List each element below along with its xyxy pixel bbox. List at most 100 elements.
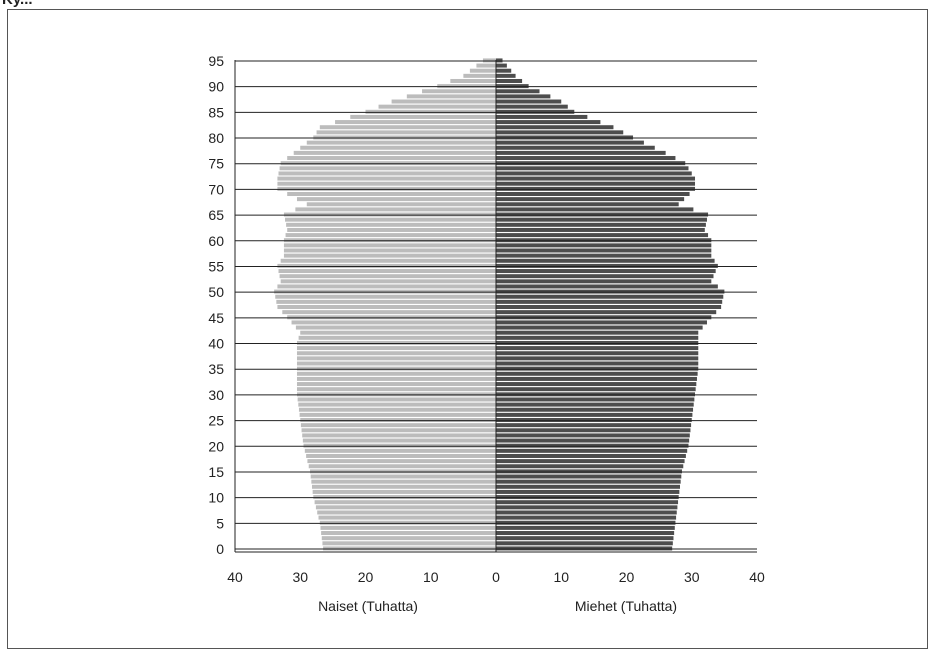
naiset-bar-age-65 bbox=[283, 212, 496, 217]
miehet-bar-age-27 bbox=[496, 407, 694, 412]
naiset-bar-age-77 bbox=[293, 150, 496, 155]
miehet-bar-age-52 bbox=[496, 279, 712, 284]
y-tick-75: 75 bbox=[208, 156, 224, 172]
miehet-bar-age-35 bbox=[496, 366, 699, 371]
naiset-bar-age-92 bbox=[463, 73, 496, 78]
miehet-bar-age-87 bbox=[496, 99, 562, 104]
naiset-bar-age-66 bbox=[295, 207, 496, 212]
naiset-bar-age-39 bbox=[296, 346, 496, 351]
naiset-bar-age-47 bbox=[277, 305, 496, 310]
miehet-bar-age-22 bbox=[496, 433, 690, 438]
naiset-bar-age-94 bbox=[476, 63, 496, 68]
naiset-bar-age-45 bbox=[287, 315, 496, 320]
miehet-bar-age-81 bbox=[496, 130, 624, 135]
naiset-bar-age-22 bbox=[302, 433, 496, 438]
x-tick-left-40: 40 bbox=[227, 569, 243, 585]
miehet-bar-age-77 bbox=[496, 150, 666, 155]
naiset-bar-age-10 bbox=[313, 495, 496, 500]
naiset-bar-age-30 bbox=[296, 392, 496, 397]
y-tick-85: 85 bbox=[208, 104, 224, 120]
naiset-bar-age-32 bbox=[296, 382, 496, 387]
miehet-bar-age-88 bbox=[496, 94, 551, 99]
miehet-bar-age-6 bbox=[496, 515, 677, 520]
miehet-bar-age-86 bbox=[496, 104, 568, 109]
naiset-bar-age-7 bbox=[317, 510, 496, 515]
miehet-bar-age-8 bbox=[496, 505, 678, 510]
naiset-bar-age-43 bbox=[295, 325, 496, 330]
naiset-bar-age-60 bbox=[283, 238, 496, 243]
naiset-bar-age-6 bbox=[318, 515, 496, 520]
x-tick-right-10: 10 bbox=[553, 569, 569, 585]
x-tick-left-20: 20 bbox=[358, 569, 374, 585]
naiset-bar-age-54 bbox=[278, 269, 496, 274]
naiset-bar-age-11 bbox=[312, 489, 496, 494]
naiset-bar-age-26 bbox=[299, 412, 496, 417]
naiset-bar-age-89 bbox=[422, 89, 496, 94]
miehet-bar-age-92 bbox=[496, 73, 516, 78]
miehet-bar-age-24 bbox=[496, 423, 692, 428]
miehet-bar-age-2 bbox=[496, 536, 674, 541]
miehet-bar-age-28 bbox=[496, 402, 694, 407]
naiset-bar-age-18 bbox=[306, 453, 496, 458]
naiset-bar-age-91 bbox=[450, 78, 496, 83]
miehet-bar-age-57 bbox=[496, 253, 712, 258]
x-tick-right-20: 20 bbox=[619, 569, 635, 585]
miehet-bar-age-68 bbox=[496, 197, 685, 202]
naiset-bar-age-35 bbox=[296, 366, 496, 371]
miehet-bar-age-50 bbox=[496, 289, 725, 294]
x-tick-left-10: 10 bbox=[423, 569, 439, 585]
naiset-bar-age-78 bbox=[300, 145, 496, 150]
miehet-bar-age-40 bbox=[496, 340, 699, 345]
naiset-bar-age-42 bbox=[300, 330, 496, 335]
miehet-bar-age-44 bbox=[496, 320, 707, 325]
miehet-bar-age-10 bbox=[496, 495, 679, 500]
miehet-bar-age-41 bbox=[496, 335, 699, 340]
naiset-bar-age-34 bbox=[296, 371, 496, 376]
miehet-bar-age-63 bbox=[496, 222, 706, 227]
naiset-bar-age-36 bbox=[296, 361, 496, 366]
naiset-bar-age-19 bbox=[304, 448, 496, 453]
miehet-bar-age-48 bbox=[496, 299, 723, 304]
miehet-bar-age-1 bbox=[496, 541, 673, 546]
naiset-bar-age-84 bbox=[350, 114, 496, 119]
naiset-bar-age-31 bbox=[296, 387, 496, 392]
naiset-bars bbox=[274, 58, 496, 551]
miehet-bar-age-13 bbox=[496, 479, 681, 484]
naiset-bar-age-20 bbox=[303, 443, 496, 448]
miehet-bar-age-72 bbox=[496, 176, 696, 181]
miehet-bar-age-66 bbox=[496, 207, 694, 212]
miehet-bar-age-76 bbox=[496, 156, 676, 161]
y-tick-25: 25 bbox=[208, 413, 224, 429]
naiset-bar-age-95 bbox=[482, 58, 496, 63]
y-tick-40: 40 bbox=[208, 336, 224, 352]
naiset-bar-age-53 bbox=[279, 274, 496, 279]
miehet-bar-age-3 bbox=[496, 531, 675, 536]
y-tick-20: 20 bbox=[208, 438, 224, 454]
miehet-bar-age-18 bbox=[496, 453, 686, 458]
naiset-bar-age-52 bbox=[280, 279, 496, 284]
naiset-bar-age-75 bbox=[280, 161, 496, 166]
miehet-bar-age-43 bbox=[496, 325, 703, 330]
miehet-bar-age-93 bbox=[496, 68, 512, 73]
miehet-bar-age-73 bbox=[496, 171, 692, 176]
naiset-bar-age-80 bbox=[313, 135, 496, 140]
naiset-bar-age-41 bbox=[298, 335, 496, 340]
naiset-bar-age-13 bbox=[311, 479, 496, 484]
naiset-bar-age-23 bbox=[301, 428, 496, 433]
miehet-bar-age-4 bbox=[496, 525, 675, 530]
naiset-bar-age-87 bbox=[391, 99, 496, 104]
naiset-bar-age-58 bbox=[283, 248, 496, 253]
naiset-bar-age-81 bbox=[316, 130, 496, 135]
naiset-bar-age-21 bbox=[302, 438, 496, 443]
y-tick-65: 65 bbox=[208, 207, 224, 223]
x-tick-left-30: 30 bbox=[292, 569, 308, 585]
miehet-bar-age-94 bbox=[496, 63, 507, 68]
miehet-bar-age-62 bbox=[496, 227, 705, 232]
naiset-bar-age-0 bbox=[323, 546, 496, 551]
naiset-bar-age-74 bbox=[279, 166, 496, 171]
miehet-bar-age-45 bbox=[496, 315, 712, 320]
miehet-bar-age-33 bbox=[496, 376, 697, 381]
miehet-bar-age-11 bbox=[496, 489, 680, 494]
miehet-bar-age-60 bbox=[496, 238, 712, 243]
